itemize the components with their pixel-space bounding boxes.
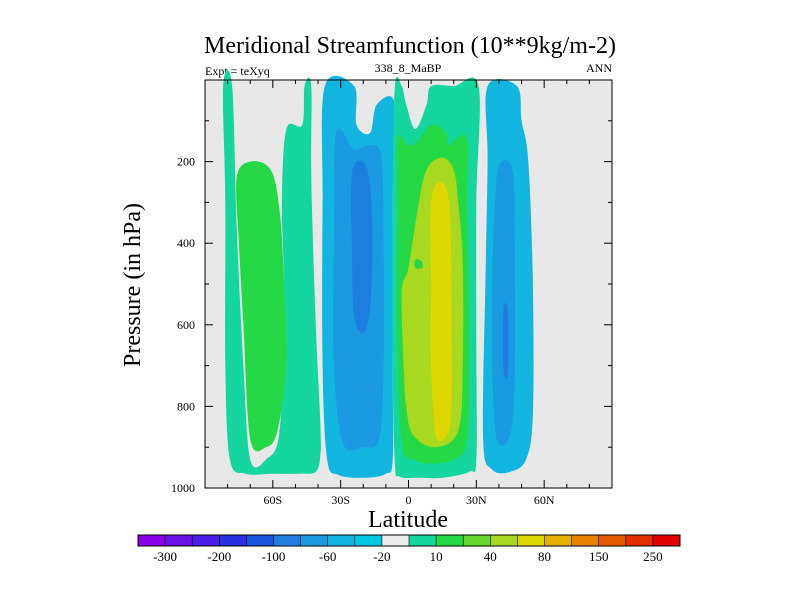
colorbar-swatch bbox=[381, 535, 410, 546]
colorbar-swatch bbox=[490, 535, 518, 546]
colorbar-label: -100 bbox=[262, 549, 286, 564]
colorbar-swatch bbox=[652, 535, 681, 546]
colorbar-label: -300 bbox=[153, 549, 177, 564]
contour-region-nh-ferrel-core bbox=[491, 160, 516, 446]
x-axis-title: Latitude bbox=[368, 507, 448, 533]
colorbar-label: -20 bbox=[373, 549, 390, 564]
colorbar-swatch bbox=[354, 535, 383, 546]
colorbar-swatch bbox=[436, 535, 464, 546]
colorbar-label: -60 bbox=[319, 549, 336, 564]
colorbar-swatch bbox=[544, 535, 572, 546]
chart-title: Meridional Streamfunction (10**9kg/m-2) bbox=[204, 33, 616, 59]
colorbar-swatch bbox=[571, 535, 599, 546]
y-tick-label: 200 bbox=[177, 155, 195, 169]
colorbar-swatch bbox=[625, 535, 654, 546]
colorbar-swatch bbox=[192, 535, 220, 546]
colorbar-label: 40 bbox=[484, 549, 497, 564]
x-tick-label: 60N bbox=[534, 493, 555, 507]
contour-region-sh-polar-cell-core bbox=[236, 161, 287, 452]
y-axis-title: Pressure (in hPa) bbox=[120, 203, 146, 367]
season-label: ANN bbox=[586, 61, 612, 75]
x-tick-label: 60S bbox=[263, 493, 282, 507]
colorbar-label: 250 bbox=[643, 549, 663, 564]
colorbar-label: 150 bbox=[589, 549, 609, 564]
colorbar-label: -200 bbox=[207, 549, 231, 564]
contour-region-sh-ferrel-core bbox=[351, 160, 373, 334]
x-tick-label: 0 bbox=[406, 493, 412, 507]
colorbar-swatch bbox=[246, 535, 274, 546]
colorbar-swatch bbox=[219, 535, 247, 546]
colorbar-swatch bbox=[273, 535, 301, 546]
axis-ticks: 60S 30S 0 30N 60N 200 400 600 800 1000 bbox=[171, 80, 612, 507]
colorbar-swatch bbox=[517, 535, 545, 546]
contour-region-sh-polar-cell-outer bbox=[222, 70, 321, 475]
contour-region-hadley-eye bbox=[414, 259, 423, 269]
contour-region-hadley-core bbox=[430, 182, 452, 442]
experiment-label: Expt = teXyq bbox=[205, 64, 270, 78]
colorbar-swatch bbox=[300, 535, 328, 546]
contour-fill-layer bbox=[222, 70, 534, 479]
colorbar-label: 80 bbox=[538, 549, 551, 564]
contour-region-nh-ferrel-eye bbox=[502, 302, 509, 380]
y-tick-label: 600 bbox=[177, 318, 195, 332]
x-tick-label: 30S bbox=[331, 493, 350, 507]
colorbar-swatch bbox=[327, 535, 356, 546]
colorbar-swatch bbox=[409, 535, 437, 546]
colorbar: -300 -200 -100 -60 -20 10 40 80 150 250 bbox=[137, 534, 681, 564]
y-tick-label: 800 bbox=[177, 399, 195, 413]
time-slice-label: 338_8_MaBP bbox=[375, 61, 442, 75]
y-tick-label: 400 bbox=[177, 236, 195, 250]
y-tick-label: 1000 bbox=[171, 481, 195, 495]
x-tick-label: 30N bbox=[466, 493, 487, 507]
colorbar-frame bbox=[137, 534, 681, 547]
colorbar-swatch bbox=[138, 535, 166, 546]
colorbar-swatch bbox=[165, 535, 193, 546]
colorbar-label: 10 bbox=[430, 549, 443, 564]
colorbar-swatch bbox=[598, 535, 627, 546]
colorbar-swatch bbox=[463, 535, 491, 546]
